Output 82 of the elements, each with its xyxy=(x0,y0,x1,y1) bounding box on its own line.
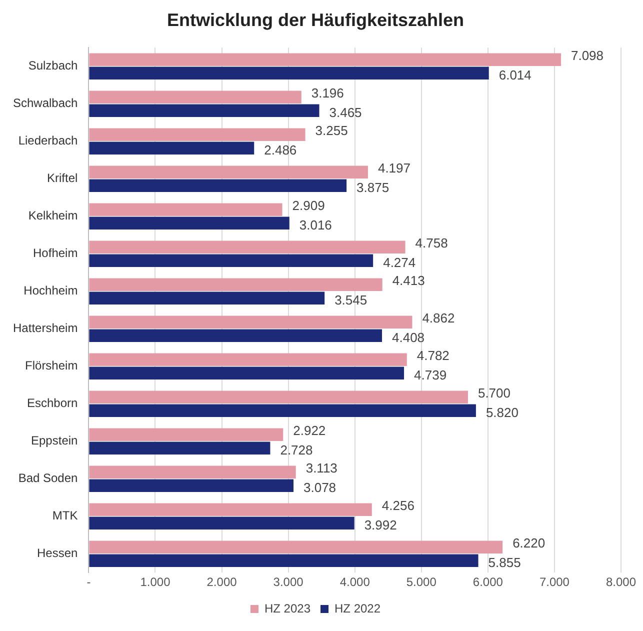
data-label: 2.486 xyxy=(264,142,297,158)
y-tick-label: Schwalbach xyxy=(12,96,78,110)
x-tick-label: 2.000 xyxy=(206,575,238,590)
x-tick-label: 8.000 xyxy=(606,575,636,590)
data-label: 7.098 xyxy=(570,48,604,64)
bar xyxy=(89,428,284,442)
bar xyxy=(89,554,478,568)
data-label: 6.220 xyxy=(512,536,546,551)
bar xyxy=(89,104,320,118)
x-tick-label: 1.000 xyxy=(140,575,171,590)
x-tick-label: 5.000 xyxy=(406,575,437,590)
bar xyxy=(89,292,325,305)
bar xyxy=(89,66,489,80)
bar xyxy=(89,278,382,292)
y-tick-label: Hessen xyxy=(37,546,78,560)
data-label: 4.274 xyxy=(383,255,416,270)
data-label: 4.413 xyxy=(392,273,425,288)
bar xyxy=(89,240,406,254)
y-tick-label: MTK xyxy=(52,508,78,523)
y-tick-label: Kelkheim xyxy=(28,208,78,223)
data-label: 6.014 xyxy=(498,68,532,83)
data-label: 3.016 xyxy=(299,218,332,233)
bar xyxy=(89,254,374,268)
data-label: 2.922 xyxy=(293,423,326,438)
bar xyxy=(89,316,412,329)
bar xyxy=(89,503,372,516)
bar xyxy=(89,142,254,155)
data-label: 3.465 xyxy=(329,105,362,120)
bar xyxy=(89,90,302,104)
y-tick-label: Flörsheim xyxy=(25,358,78,373)
bar xyxy=(89,516,354,530)
x-tick-label: 4.000 xyxy=(340,575,370,590)
y-tick-label: Hochheim xyxy=(24,284,78,298)
data-label: 3.875 xyxy=(356,180,390,196)
legend-label: HZ 2022 xyxy=(334,601,381,616)
x-tick-label: 7.000 xyxy=(539,575,570,590)
data-label: 4.256 xyxy=(382,498,414,514)
x-tick-label: 6.000 xyxy=(472,575,504,590)
bar xyxy=(89,353,407,366)
x-tick-label: - xyxy=(86,575,91,590)
y-tick-label: Eppstein xyxy=(31,434,78,448)
data-label: 4.197 xyxy=(378,160,411,176)
bar xyxy=(89,128,306,142)
bar xyxy=(89,53,561,66)
bar xyxy=(89,479,294,492)
bar xyxy=(89,166,368,179)
bar xyxy=(89,404,476,418)
y-tick-label: Eschborn xyxy=(27,396,78,410)
bar xyxy=(89,366,404,380)
bar xyxy=(89,179,347,192)
data-label: 3.113 xyxy=(306,460,338,476)
data-label: 4.782 xyxy=(416,348,450,364)
data-label: 3.992 xyxy=(364,518,397,533)
y-tick-label: Hofheim xyxy=(33,246,78,260)
data-label: 5.820 xyxy=(486,405,518,420)
data-label: 4.408 xyxy=(392,330,425,346)
bar xyxy=(89,329,382,342)
bar xyxy=(89,442,270,455)
data-label: 3.196 xyxy=(311,86,344,101)
data-label: 2.909 xyxy=(292,198,325,214)
y-tick-label: Hattersheim xyxy=(13,321,78,336)
bar xyxy=(89,540,503,554)
chart-title: Entwicklung der Häufigkeitszahlen xyxy=(166,10,464,30)
bar xyxy=(89,390,468,404)
data-label: 4.739 xyxy=(414,368,447,383)
legend-label: HZ 2023 xyxy=(264,601,311,616)
bar xyxy=(89,216,290,230)
x-tick-label: 3.000 xyxy=(273,575,304,590)
data-label: 3.545 xyxy=(334,292,368,308)
data-label: 3.255 xyxy=(315,123,348,138)
data-label: 2.728 xyxy=(280,442,313,458)
bar xyxy=(89,203,282,216)
data-label: 3.078 xyxy=(304,480,336,496)
y-tick-label: Bad Soden xyxy=(18,471,78,486)
y-tick-label: Kriftel xyxy=(47,171,78,186)
data-label: 4.862 xyxy=(422,310,455,326)
y-tick-label: Sulzbach xyxy=(28,58,78,73)
data-label: 5.700 xyxy=(478,386,511,401)
bar xyxy=(89,466,296,479)
data-label: 5.855 xyxy=(488,555,521,570)
y-tick-label: Liederbach xyxy=(18,134,78,148)
data-label: 4.758 xyxy=(415,236,448,251)
